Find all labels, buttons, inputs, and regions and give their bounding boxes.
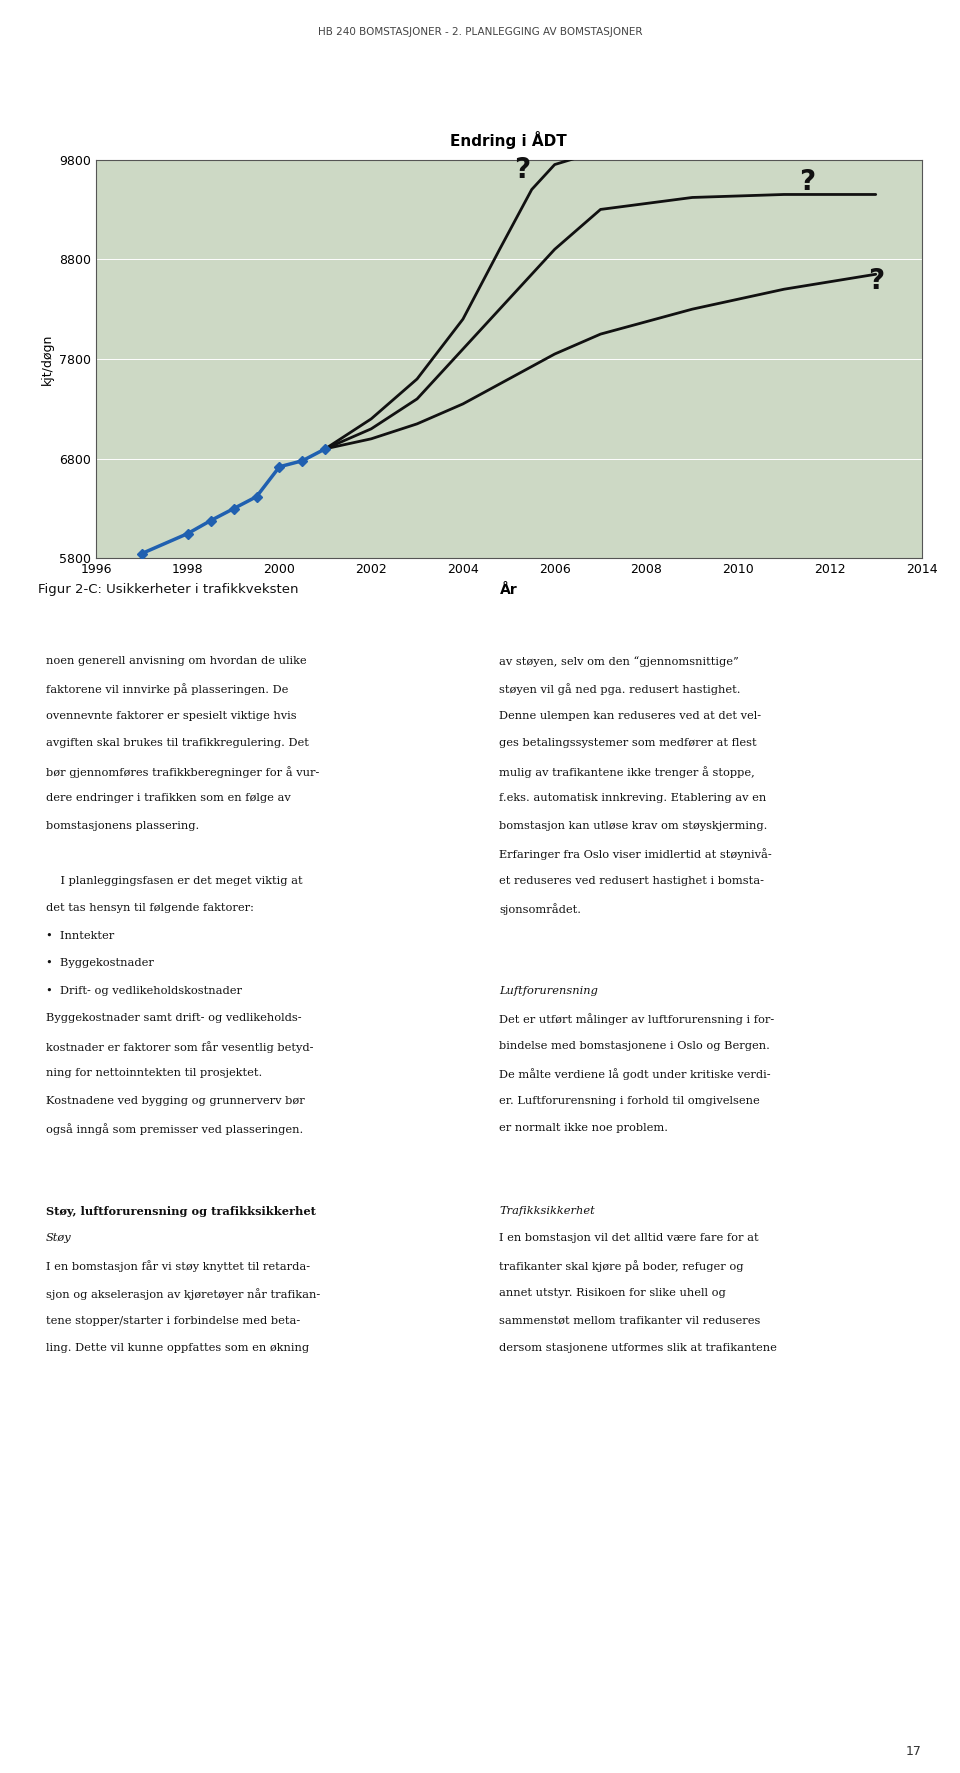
Text: ?: ?	[868, 268, 884, 296]
Text: mulig av trafikantene ikke trenger å stoppe,: mulig av trafikantene ikke trenger å sto…	[499, 766, 755, 778]
Text: bomstasjonens plassering.: bomstasjonens plassering.	[46, 821, 200, 832]
Text: Byggekostnader samt drift- og vedlikeholds-: Byggekostnader samt drift- og vedlikehol…	[46, 1012, 301, 1023]
Text: De målte verdiene lå godt under kritiske verdi-: De målte verdiene lå godt under kritiske…	[499, 1067, 771, 1080]
Text: HB 240 BOMSTASJONER - 2. PLANLEGGING AV BOMSTASJONER: HB 240 BOMSTASJONER - 2. PLANLEGGING AV …	[318, 27, 642, 37]
Text: I en bomstasjon får vi støy knyttet til retarda-: I en bomstasjon får vi støy knyttet til …	[46, 1261, 310, 1273]
Text: et reduseres ved redusert hastighet i bomsta-: et reduseres ved redusert hastighet i bo…	[499, 876, 764, 886]
Title: Endring i ÅDT: Endring i ÅDT	[450, 131, 567, 149]
Text: ges betalingssystemer som medfører at flest: ges betalingssystemer som medfører at fl…	[499, 738, 756, 748]
Text: f.eks. automatisk innkreving. Etablering av en: f.eks. automatisk innkreving. Etablering…	[499, 793, 766, 803]
Text: 17: 17	[905, 1745, 922, 1759]
Text: dere endringer i trafikken som en følge av: dere endringer i trafikken som en følge …	[46, 793, 291, 803]
Text: noen generell anvisning om hvordan de ulike: noen generell anvisning om hvordan de ul…	[46, 656, 306, 667]
Text: sjonsområdet.: sjonsområdet.	[499, 902, 581, 915]
Text: sjon og akselerasjon av kjøretøyer når trafikan-: sjon og akselerasjon av kjøretøyer når t…	[46, 1287, 321, 1300]
Text: Erfaringer fra Oslo viser imidlertid at støynivå-: Erfaringer fra Oslo viser imidlertid at …	[499, 847, 772, 860]
Text: Figur 2-C: Usikkerheter i trafikkveksten: Figur 2-C: Usikkerheter i trafikkveksten	[38, 583, 299, 596]
Text: sammenstøt mellom trafikanter vil reduseres: sammenstøt mellom trafikanter vil reduse…	[499, 1316, 760, 1326]
Text: annet utstyr. Risikoen for slike uhell og: annet utstyr. Risikoen for slike uhell o…	[499, 1287, 726, 1298]
Text: ling. Dette vil kunne oppfattes som en økning: ling. Dette vil kunne oppfattes som en ø…	[46, 1342, 309, 1353]
Text: ?: ?	[515, 156, 531, 184]
Text: •  Byggekostnader: • Byggekostnader	[46, 957, 154, 968]
Text: Det er utført målinger av luftforurensning i for-: Det er utført målinger av luftforurensni…	[499, 1012, 775, 1025]
Text: kostnader er faktorer som får vesentlig betyd-: kostnader er faktorer som får vesentlig …	[46, 1041, 314, 1053]
Text: ovennevnte faktorer er spesielt viktige hvis: ovennevnte faktorer er spesielt viktige …	[46, 711, 297, 722]
Text: er normalt ikke noe problem.: er normalt ikke noe problem.	[499, 1122, 668, 1133]
Text: Kostnadene ved bygging og grunnerverv bør: Kostnadene ved bygging og grunnerverv bø…	[46, 1096, 305, 1106]
Text: Denne ulempen kan reduseres ved at det vel-: Denne ulempen kan reduseres ved at det v…	[499, 711, 761, 722]
Text: I planleggingsfasen er det meget viktig at: I planleggingsfasen er det meget viktig …	[46, 876, 302, 886]
Text: trafikanter skal kjøre på boder, refuger og: trafikanter skal kjøre på boder, refuger…	[499, 1261, 744, 1273]
Text: faktorene vil innvirke på plasseringen. De: faktorene vil innvirke på plasseringen. …	[46, 683, 288, 695]
Text: I en bomstasjon vil det alltid være fare for at: I en bomstasjon vil det alltid være fare…	[499, 1232, 758, 1243]
Text: av støyen, selv om den “gjennomsnittige”: av støyen, selv om den “gjennomsnittige”	[499, 656, 739, 667]
Text: støyen vil gå ned pga. redusert hastighet.: støyen vil gå ned pga. redusert hastighe…	[499, 683, 741, 695]
Text: Trafikksikkerhet: Trafikksikkerhet	[499, 1206, 595, 1216]
Text: også inngå som premisser ved plasseringen.: også inngå som premisser ved plasseringe…	[46, 1122, 303, 1135]
Y-axis label: kjt/døgn: kjt/døgn	[40, 333, 54, 385]
Text: Støy: Støy	[46, 1232, 72, 1243]
Text: dersom stasjonene utformes slik at trafikantene: dersom stasjonene utformes slik at trafi…	[499, 1342, 777, 1353]
Text: Luftforurensning: Luftforurensning	[499, 986, 598, 996]
Text: ?: ?	[799, 167, 815, 195]
Text: bindelse med bomstasjonene i Oslo og Bergen.: bindelse med bomstasjonene i Oslo og Ber…	[499, 1041, 770, 1051]
Text: er. Luftforurensning i forhold til omgivelsene: er. Luftforurensning i forhold til omgiv…	[499, 1096, 760, 1106]
Text: •  Inntekter: • Inntekter	[46, 931, 114, 941]
Text: tene stopper/starter i forbindelse med beta-: tene stopper/starter i forbindelse med b…	[46, 1316, 300, 1326]
Text: Støy, luftforurensning og trafikksikkerhet: Støy, luftforurensning og trafikksikkerh…	[46, 1206, 316, 1216]
Text: det tas hensyn til følgende faktorer:: det tas hensyn til følgende faktorer:	[46, 902, 254, 913]
Text: bør gjennomføres trafikkberegninger for å vur-: bør gjennomføres trafikkberegninger for …	[46, 766, 320, 778]
X-axis label: År: År	[500, 583, 517, 598]
Text: avgiften skal brukes til trafikkregulering. Det: avgiften skal brukes til trafikkreguleri…	[46, 738, 309, 748]
Text: •  Drift- og vedlikeholdskostnader: • Drift- og vedlikeholdskostnader	[46, 986, 242, 996]
Text: bomstasjon kan utløse krav om støyskjerming.: bomstasjon kan utløse krav om støyskjerm…	[499, 821, 768, 832]
Text: ning for nettoinntekten til prosjektet.: ning for nettoinntekten til prosjektet.	[46, 1067, 262, 1078]
